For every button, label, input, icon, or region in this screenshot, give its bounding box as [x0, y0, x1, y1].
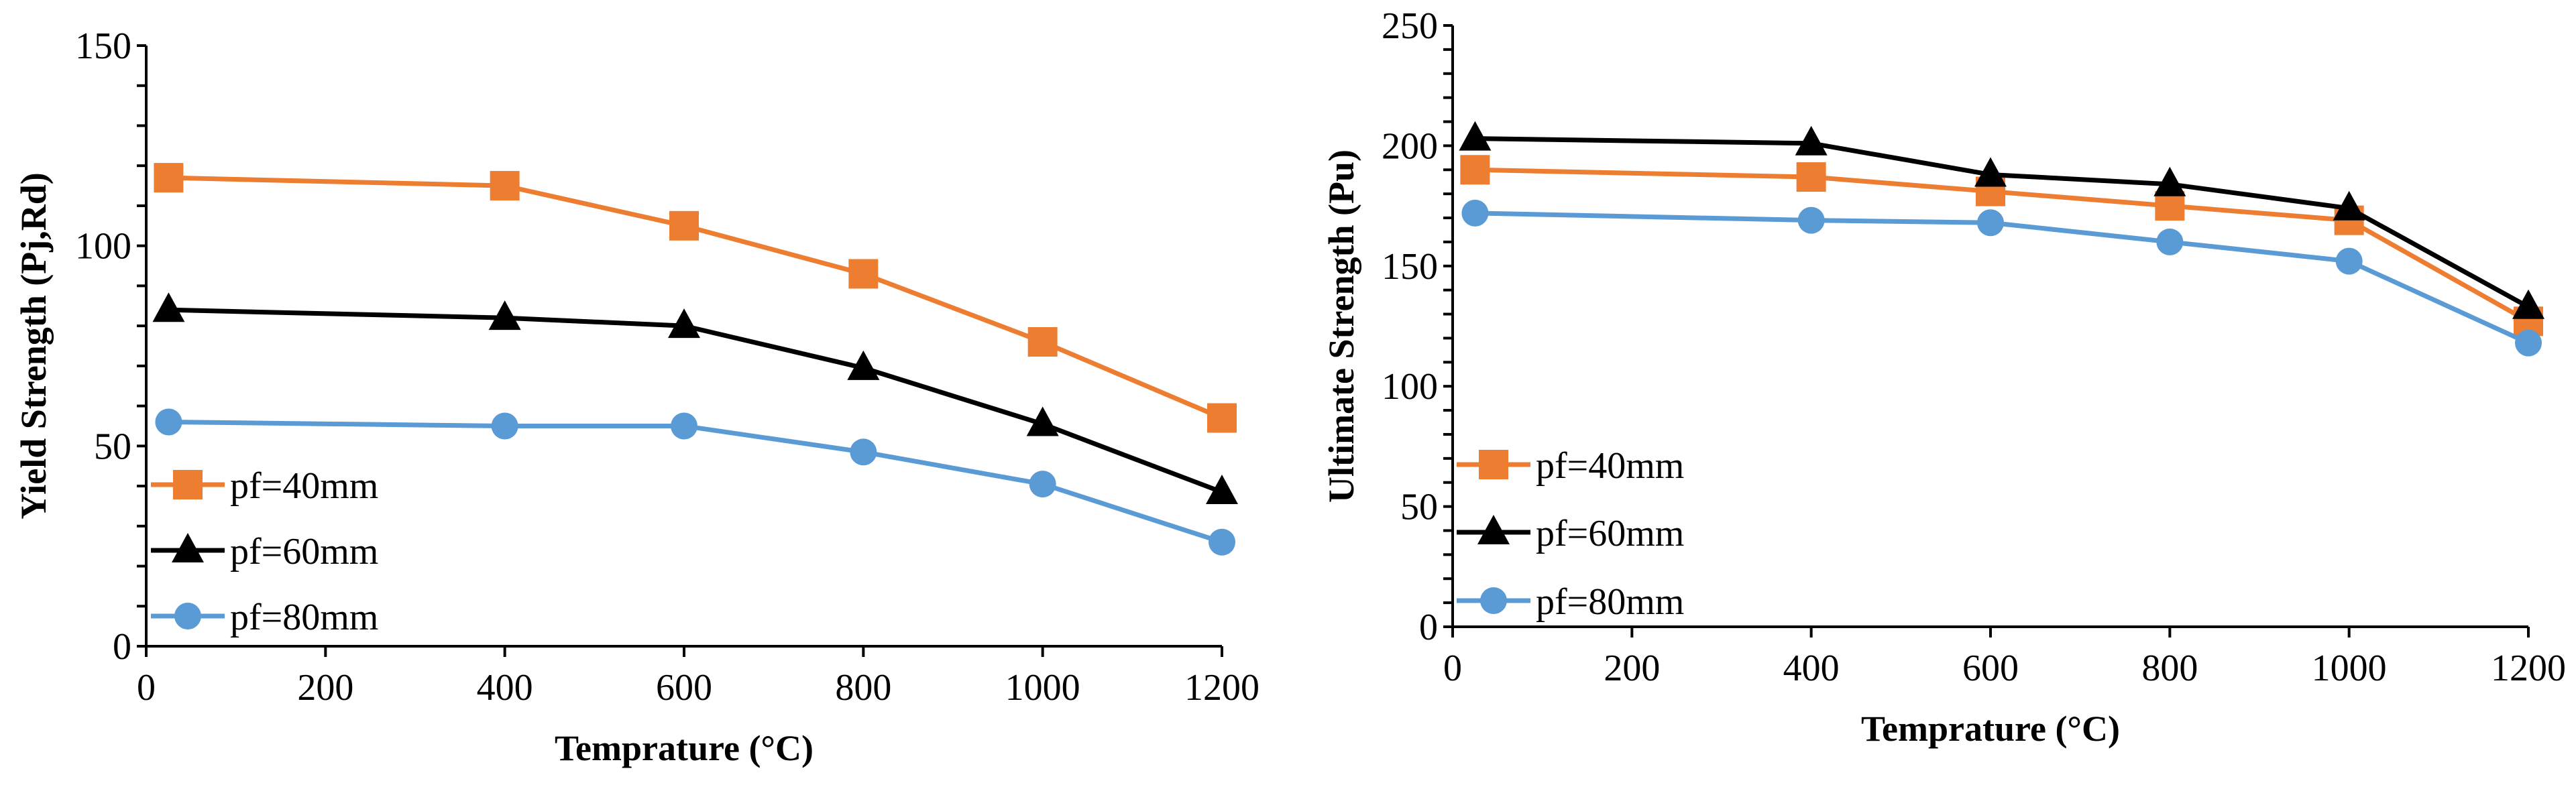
- data-point-triangle: [1206, 475, 1238, 505]
- y-tick-label: 100: [75, 226, 131, 267]
- x-tick-label: 600: [656, 667, 712, 709]
- data-point-circle: [671, 412, 697, 440]
- legend-item: pf=40mm: [1457, 445, 1684, 487]
- legend-label: pf=80mm: [230, 597, 378, 638]
- data-point-circle: [1977, 209, 2004, 237]
- series-pf=40mm: [154, 163, 1237, 433]
- y-tick-label: 250: [1382, 5, 1438, 47]
- legend-label: pf=40mm: [230, 465, 378, 507]
- x-tick-label: 200: [1604, 648, 1660, 689]
- y-tick-label: 50: [1400, 487, 1438, 528]
- chart-panel-1: 0 50 100 150 0 200 400 600 800 1000 1200 Temprature…: [13, 25, 1259, 768]
- x-tick-label: 400: [477, 667, 533, 709]
- legend-marker-triangle: [172, 533, 204, 562]
- data-point-triangle: [1026, 406, 1059, 436]
- data-point-circle: [1461, 199, 1489, 227]
- data-point-triangle: [1974, 157, 2007, 187]
- legend-item: pf=80mm: [151, 597, 378, 638]
- legend-item: pf=80mm: [1457, 581, 1684, 623]
- data-point-square: [154, 163, 184, 193]
- legend-item: pf=40mm: [151, 465, 378, 507]
- x-axis-title: Temprature (°C): [1861, 709, 2120, 749]
- legend-label: pf=60mm: [1536, 513, 1684, 554]
- data-point-circle: [491, 412, 518, 440]
- data-point-triangle: [847, 350, 880, 380]
- x-tick-label: 400: [1783, 648, 1840, 689]
- data-point-triangle: [488, 300, 521, 330]
- y-tick-label: 0: [113, 626, 131, 668]
- legend-marker-triangle: [1477, 515, 1510, 544]
- series-pf=80mm: [155, 408, 1235, 556]
- data-point-triangle: [152, 292, 185, 322]
- x-tick-label: 800: [835, 667, 891, 709]
- data-point-circle: [2515, 329, 2542, 357]
- y-axis-title: Yield Strength (Pj,Rd): [13, 172, 54, 519]
- data-point-circle: [1797, 206, 1825, 234]
- data-point-square: [669, 210, 699, 241]
- series-pf=80mm: [1461, 199, 2542, 357]
- y-tick-label: 100: [1382, 366, 1438, 408]
- x-tick-label: 0: [1443, 648, 1462, 689]
- x-axis-title: Temprature (°C): [555, 728, 814, 768]
- data-point-triangle: [2153, 166, 2186, 196]
- series-line: [168, 175, 1223, 420]
- data-point-square: [1460, 155, 1490, 185]
- series-pf=40mm: [1460, 155, 2543, 337]
- legend-marker-square: [1479, 450, 1508, 479]
- x-tick-label: 600: [1962, 648, 2019, 689]
- series-line: [1475, 167, 2530, 324]
- series-pf=60mm: [152, 292, 1238, 505]
- x-tick-label: 800: [2141, 648, 2198, 689]
- legend-label: pf=80mm: [1536, 581, 1684, 623]
- x-tick-label: 1000: [2312, 648, 2387, 689]
- data-point-circle: [850, 438, 877, 466]
- x-tick-label: 1200: [1184, 667, 1259, 709]
- legend-marker-square: [173, 470, 203, 499]
- series-line: [1475, 210, 2530, 345]
- data-point-triangle: [668, 308, 700, 339]
- x-tick-label: 1000: [1005, 667, 1080, 709]
- data-point-circle: [2156, 228, 2184, 255]
- data-point-circle: [2335, 247, 2363, 275]
- data-point-square: [1796, 162, 1826, 192]
- x-tick-label: 200: [297, 667, 353, 709]
- y-tick-label: 150: [75, 25, 131, 67]
- chart-panel-2: 0 50 100 150 200 250 0 200 400 600 800 1000 1200 Temp…: [1321, 5, 2566, 749]
- data-point-circle: [1209, 528, 1235, 556]
- data-point-circle: [1029, 471, 1056, 498]
- series-pf=60mm: [1459, 121, 2544, 319]
- data-point-square: [1207, 403, 1237, 433]
- data-point-triangle: [1795, 125, 1828, 156]
- x-tick-label: 0: [137, 667, 156, 709]
- y-tick-label: 200: [1382, 125, 1438, 167]
- legend-marker-circle: [174, 603, 201, 629]
- legend-marker-circle: [1480, 587, 1507, 614]
- legend-item: pf=60mm: [1457, 513, 1684, 554]
- series-line: [1475, 136, 2530, 309]
- data-point-triangle: [2512, 289, 2544, 319]
- y-tick-label: 0: [1419, 607, 1438, 648]
- legend-label: pf=60mm: [230, 531, 378, 572]
- legend-label: pf=40mm: [1536, 445, 1684, 487]
- x-tick-label: 1200: [2491, 648, 2566, 689]
- series-line: [168, 419, 1223, 545]
- series-line: [168, 307, 1223, 495]
- y-tick-label: 50: [94, 426, 131, 467]
- data-point-triangle: [1459, 121, 1492, 151]
- data-point-circle: [155, 408, 182, 436]
- data-point-square: [848, 259, 879, 289]
- legend-item: pf=60mm: [151, 531, 378, 572]
- y-tick-label: 150: [1382, 246, 1438, 288]
- data-point-triangle: [2333, 190, 2365, 221]
- y-axis-title: Ultimate Strength (Pu): [1321, 149, 1361, 503]
- data-point-square: [1027, 327, 1058, 357]
- data-point-square: [490, 171, 520, 201]
